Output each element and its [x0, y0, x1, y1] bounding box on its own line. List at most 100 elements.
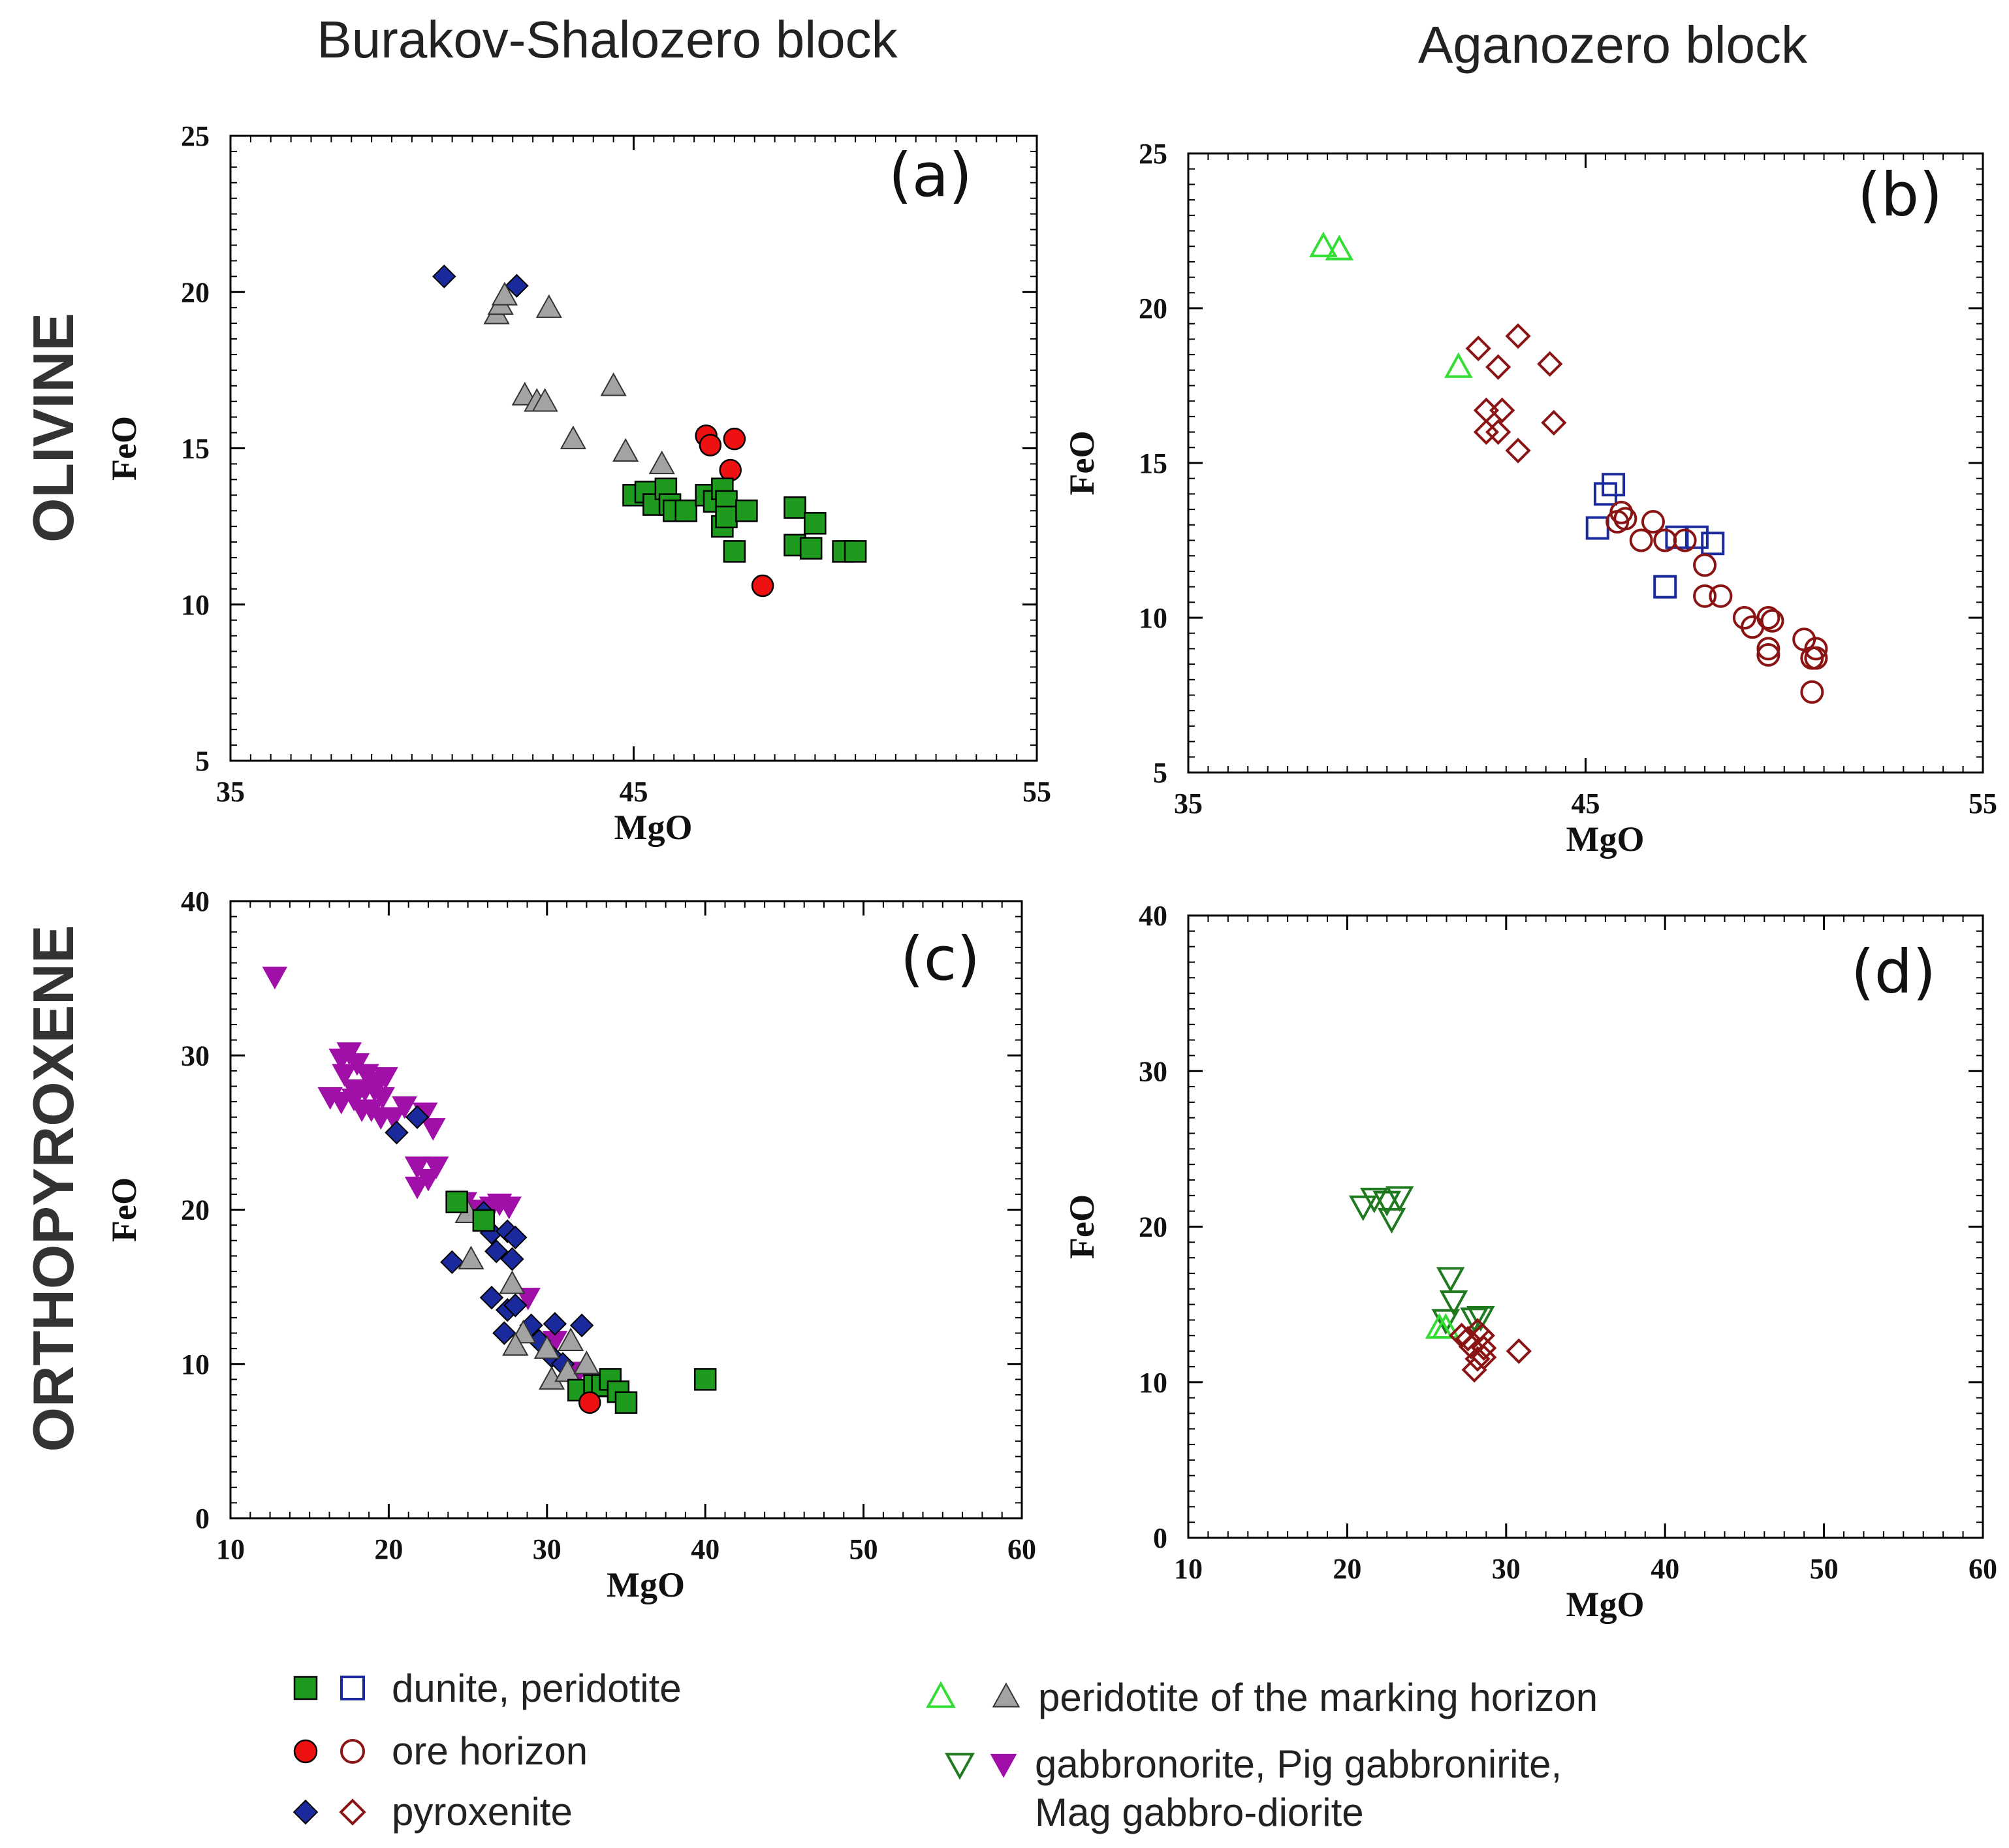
- series-a-triangle-filled-gray: [483, 281, 675, 475]
- series-b-circle-open-darkred: [1606, 500, 1828, 704]
- series-a-circle-filled-red: [695, 424, 774, 597]
- data-point: [1653, 528, 1677, 552]
- data-point: [1693, 553, 1717, 577]
- series-a-square-filled-green: [622, 477, 867, 563]
- x-tick-label-c: 50: [849, 1533, 878, 1565]
- header-burakov-shalozero: Burakov-Shalozero block: [317, 10, 898, 69]
- series-c-square-filled-green: [445, 1190, 717, 1414]
- data-point: [844, 540, 867, 563]
- x-tick-label-c: 40: [691, 1533, 720, 1565]
- data-point: [404, 1176, 430, 1200]
- data-point: [332, 1064, 357, 1087]
- legend-symbol: [945, 1753, 975, 1780]
- data-point: [479, 1285, 504, 1310]
- legend-marker-circle-filled-red: [293, 1739, 318, 1764]
- y-tick-label-c: 40: [181, 885, 210, 917]
- data-point: [1439, 1290, 1468, 1316]
- x-tick-label-c: 20: [374, 1533, 403, 1565]
- y-tick-label-c: 30: [181, 1040, 210, 1072]
- data-point: [1431, 1313, 1461, 1339]
- x-tick-label-d: 10: [1174, 1553, 1203, 1585]
- y-tick-label-b: 10: [1139, 602, 1167, 634]
- data-point: [1756, 643, 1780, 667]
- series-d-diamond-open-darkred: [1449, 1318, 1532, 1383]
- panel-label-b: (b): [1858, 160, 1942, 230]
- data-point: [1505, 438, 1531, 464]
- data-point: [1485, 354, 1511, 380]
- data-point: [1473, 419, 1500, 445]
- legend-symbol: [293, 1799, 319, 1825]
- data-point: [1641, 510, 1665, 534]
- x-tick-label-d: 50: [1810, 1553, 1839, 1585]
- data-point: [1800, 680, 1824, 704]
- data-point: [1489, 397, 1515, 424]
- data-point: [799, 537, 823, 560]
- legend-label-ore-horizon: ore horizon: [392, 1729, 588, 1773]
- y-axis-label-a: FeO: [104, 416, 144, 481]
- data-point: [1541, 409, 1567, 436]
- y-axis-label-d: FeO: [1062, 1194, 1101, 1259]
- data-point: [1537, 351, 1563, 377]
- data-point: [381, 1107, 406, 1130]
- panel-label-a: (a): [889, 140, 972, 210]
- data-point: [1485, 419, 1511, 445]
- data-point: [505, 274, 529, 298]
- legend-marker-diamond-open-darkred: [339, 1798, 366, 1826]
- data-point: [1602, 473, 1626, 497]
- legend-item-pyroxenite: pyroxenite: [293, 1790, 573, 1834]
- legend: dunite, peridotite ore horizon pyroxenit…: [293, 1666, 1598, 1834]
- x-axis-label-d: MgO: [1566, 1585, 1645, 1624]
- data-point: [804, 512, 827, 535]
- x-tick-label-d: 60: [1969, 1553, 1997, 1585]
- legend-marker-invtriangle-filled-purple: [990, 1753, 1017, 1778]
- data-point: [533, 1335, 560, 1359]
- data-point: [385, 1121, 409, 1145]
- x-tick-label-c: 30: [533, 1533, 562, 1565]
- data-point: [723, 427, 746, 451]
- legend-symbol: [293, 1676, 318, 1700]
- data-point: [674, 499, 698, 522]
- data-point: [1464, 1346, 1491, 1372]
- row-label-orthopyroxene: ORTHOPYROXENE: [21, 925, 86, 1452]
- data-point: [1325, 234, 1354, 261]
- data-point: [648, 450, 675, 475]
- data-point: [1693, 584, 1717, 608]
- legend-marker-triangle-filled-gray: [992, 1682, 1020, 1708]
- y-axis-label-c: FeO: [104, 1177, 144, 1242]
- legend-symbol: [340, 1676, 365, 1700]
- data-point: [420, 1118, 446, 1141]
- legend-item-ore-horizon: ore horizon: [293, 1729, 588, 1773]
- y-tick-label-a: 10: [181, 589, 210, 621]
- y-tick-label-c: 20: [181, 1194, 210, 1226]
- data-point: [502, 1331, 529, 1356]
- legend-item-marking-horizon: peridotite of the marking horizon: [926, 1676, 1598, 1719]
- legend-label-marking-horizon: peridotite of the marking horizon: [1038, 1676, 1598, 1719]
- data-point: [1685, 525, 1709, 549]
- series-c-circle-filled-red: [578, 1391, 601, 1414]
- data-point: [543, 1312, 567, 1336]
- minor-ticks-a: [230, 136, 1037, 761]
- data-point: [699, 434, 722, 456]
- data-point: [500, 1247, 524, 1271]
- legend-marker-invtriangle-open-darkgreen: [945, 1753, 975, 1780]
- x-tick-label-a: 35: [216, 776, 245, 808]
- y-tick-label-d: 20: [1139, 1211, 1167, 1243]
- data-point: [531, 388, 558, 412]
- y-tick-label-b: 15: [1139, 447, 1167, 479]
- data-point: [1629, 528, 1653, 552]
- x-tick-label-d: 20: [1333, 1553, 1361, 1585]
- data-point: [1653, 575, 1677, 599]
- legend-symbol: [293, 1739, 318, 1764]
- x-tick-label-d: 40: [1651, 1553, 1679, 1585]
- plot-frame-d: [1187, 914, 1984, 1539]
- legend-marker-diamond-filled-navy: [293, 1799, 319, 1825]
- x-axis-label-a: MgO: [614, 808, 693, 847]
- legend-symbol: [926, 1681, 956, 1708]
- y-tick-label-b: 25: [1139, 138, 1167, 170]
- data-point: [373, 1067, 398, 1090]
- plot-frame-a: [229, 135, 1038, 762]
- y-tick-label-d: 0: [1153, 1522, 1167, 1554]
